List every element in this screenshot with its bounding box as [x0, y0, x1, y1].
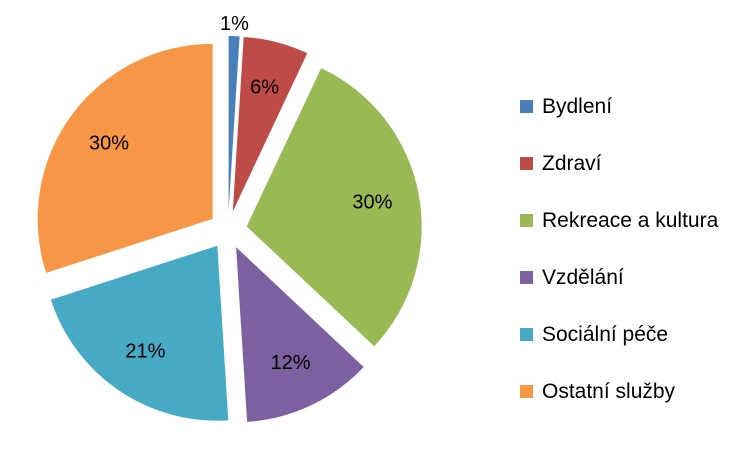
data-label-2: 30%: [352, 191, 392, 213]
legend-item-ostatni-sluzby: Ostatní služby: [520, 363, 718, 420]
legend-label: Bydlení: [542, 94, 613, 118]
pie-slice-3: [236, 247, 364, 422]
legend-item-socialni-pece: Sociální péče: [520, 306, 718, 363]
legend-swatch: [520, 157, 533, 170]
legend-item-vzdelani: Vzdělání: [520, 249, 718, 306]
legend-label: Vzdělání: [542, 265, 624, 289]
pie-slice-1: [232, 36, 308, 212]
legend-label: Ostatní služby: [542, 379, 676, 403]
legend-item-rekreace-a-kultura: Rekreace a kultura: [520, 192, 718, 249]
data-label-1: 6%: [250, 77, 279, 99]
legend-label: Rekreace a kultura: [542, 208, 719, 232]
legend-swatch: [520, 385, 533, 398]
legend-swatch: [520, 100, 533, 113]
pie-slice-4: [50, 245, 229, 421]
legend-swatch: [520, 214, 533, 227]
legend-item-zdravi: Zdraví: [520, 135, 718, 192]
legend-swatch: [520, 271, 533, 284]
legend-label: Zdraví: [542, 151, 602, 175]
legend-item-bydleni: Bydlení: [520, 78, 718, 135]
data-label-0: 1%: [220, 13, 249, 35]
pie-slice-5: [37, 43, 213, 273]
pie-slice-0: [228, 36, 240, 212]
data-label-3: 12%: [271, 352, 311, 374]
data-label-5: 30%: [89, 133, 129, 155]
legend-label: Sociální péče: [542, 322, 669, 346]
pie-slice-2: [246, 68, 422, 347]
legend: Bydlení Zdraví Rekreace a kultura Vzdělá…: [520, 78, 718, 420]
legend-swatch: [520, 328, 533, 341]
data-label-4: 21%: [125, 341, 165, 363]
